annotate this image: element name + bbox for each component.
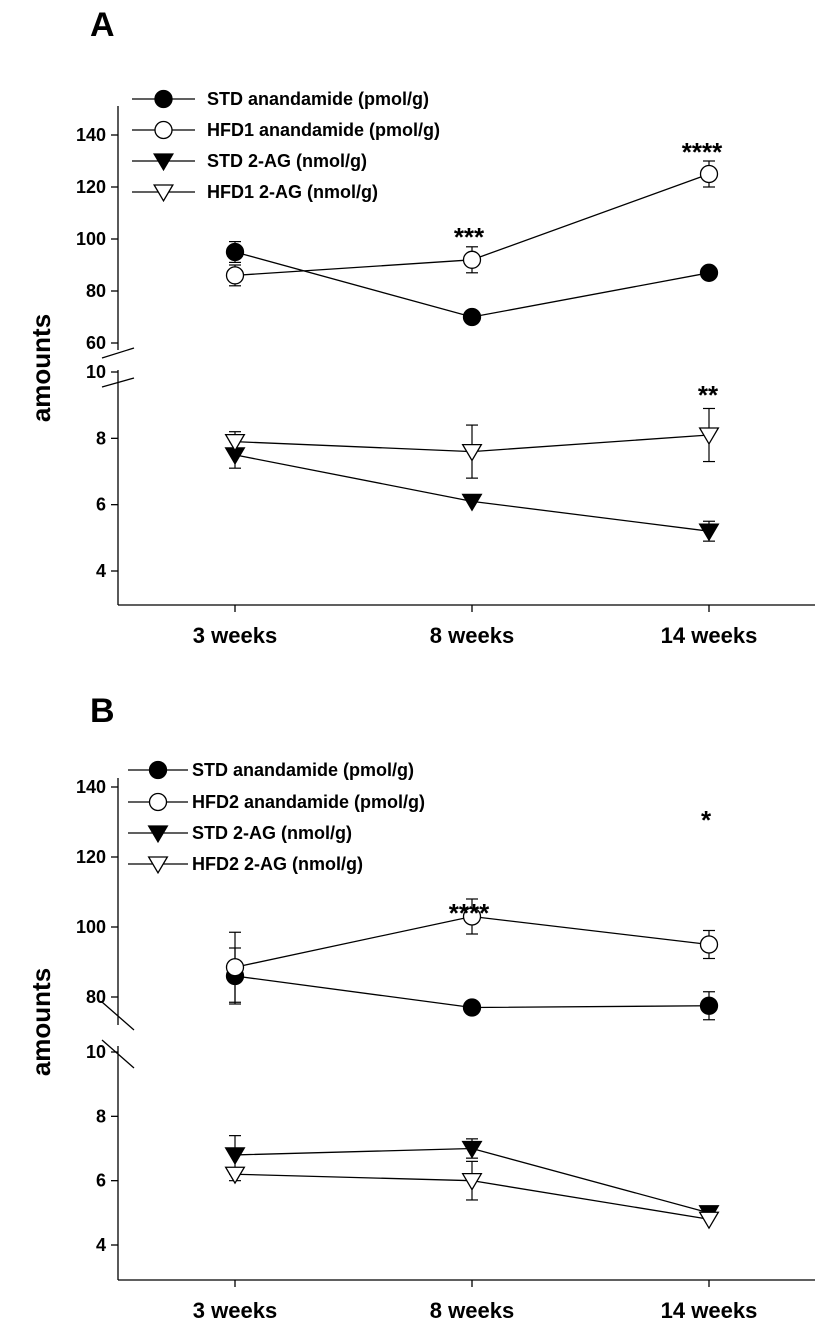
series-3	[224, 1135, 720, 1223]
legend-label: STD anandamide (pmol/g)	[207, 89, 429, 109]
y-tick-label: 10	[86, 362, 106, 382]
x-tick-label: 3 weeks	[193, 1298, 277, 1323]
data-point	[462, 250, 482, 269]
data-point	[462, 307, 482, 327]
y-axis-title: amounts	[26, 314, 56, 422]
legend-marker	[148, 760, 168, 780]
legend-marker	[154, 120, 173, 140]
data-point	[225, 266, 245, 285]
data-point	[224, 1166, 246, 1185]
legend: STD anandamide (pmol/g) HFD2 anandamide (…	[128, 760, 425, 875]
y-tick-label: 4	[96, 561, 106, 581]
y-axis-title: amounts	[26, 968, 56, 1076]
data-point	[698, 523, 720, 542]
axis-break-mark	[101, 1039, 135, 1069]
series-1	[225, 947, 719, 1021]
y-tick-label: 80	[86, 281, 106, 301]
legend-label: HFD1 anandamide (pmol/g)	[207, 120, 440, 140]
y-tick-label: 120	[76, 847, 106, 867]
y-tick-label: 100	[76, 229, 106, 249]
series-4	[224, 407, 720, 479]
y-tick-label: 10	[86, 1042, 106, 1062]
series-2	[225, 160, 719, 287]
y-tick-label: 120	[76, 177, 106, 197]
legend-marker	[147, 825, 169, 844]
data-point	[698, 1211, 720, 1230]
data-point	[699, 164, 719, 184]
y-tick-label: 140	[76, 125, 106, 145]
series-4	[224, 1160, 720, 1230]
legend-label: STD 2-AG (nmol/g)	[192, 823, 352, 843]
significance-label: *	[701, 805, 712, 835]
x-tick-label: 8 weeks	[430, 623, 514, 648]
significance-label: ****	[682, 137, 723, 167]
data-point	[224, 433, 246, 452]
y-tick-label: 100	[76, 917, 106, 937]
data-point	[461, 443, 483, 462]
data-point	[698, 427, 720, 446]
y-tick-label: 4	[96, 1235, 106, 1255]
legend-label: HFD2 2-AG (nmol/g)	[192, 854, 363, 874]
legend-marker	[154, 89, 173, 109]
significance-label: ****	[449, 898, 490, 928]
data-point	[461, 1140, 483, 1159]
data-point	[462, 907, 482, 926]
y-tick-label: 60	[86, 333, 106, 353]
data-point	[699, 935, 719, 954]
axis-break-mark	[101, 377, 135, 388]
legend-label: HFD1 2-AG (nmol/g)	[207, 182, 378, 202]
panel-letter: B	[90, 692, 115, 730]
y-tick-label: 80	[86, 987, 106, 1007]
axis-break-mark	[101, 347, 135, 359]
x-tick-label: 14 weeks	[661, 623, 758, 648]
data-point	[224, 1147, 246, 1166]
data-point	[225, 242, 245, 262]
y-tick-label: 6	[96, 495, 106, 515]
x-tick-label: 3 weeks	[193, 623, 277, 648]
legend-label: HFD2 anandamide (pmol/g)	[192, 792, 425, 812]
legend-marker	[153, 153, 174, 172]
legend-label: STD 2-AG (nmol/g)	[207, 151, 367, 171]
y-tick-label: 8	[96, 428, 106, 448]
panel-letter: A	[90, 6, 115, 44]
y-tick-label: 8	[96, 1106, 106, 1126]
axis-break-mark	[101, 1001, 135, 1031]
legend-marker	[147, 856, 169, 875]
x-tick-label: 8 weeks	[430, 1298, 514, 1323]
data-point	[699, 996, 719, 1015]
legend-marker	[153, 184, 174, 203]
series-1	[225, 241, 719, 327]
legend-marker	[148, 792, 168, 812]
y-tick-label: 6	[96, 1171, 106, 1191]
legend-label: STD anandamide (pmol/g)	[192, 760, 414, 780]
significance-label: **	[698, 380, 719, 410]
y-tick-label: 140	[76, 777, 106, 797]
data-point	[462, 998, 482, 1017]
data-point	[461, 1173, 483, 1191]
data-point	[225, 958, 245, 977]
data-point	[461, 493, 483, 512]
series-2	[225, 898, 719, 1003]
x-tick-label: 14 weeks	[661, 1298, 758, 1323]
data-point	[699, 263, 719, 282]
legend: STD anandamide (pmol/g) HFD1 anandamide (…	[132, 89, 440, 203]
significance-label: ***	[454, 222, 485, 252]
